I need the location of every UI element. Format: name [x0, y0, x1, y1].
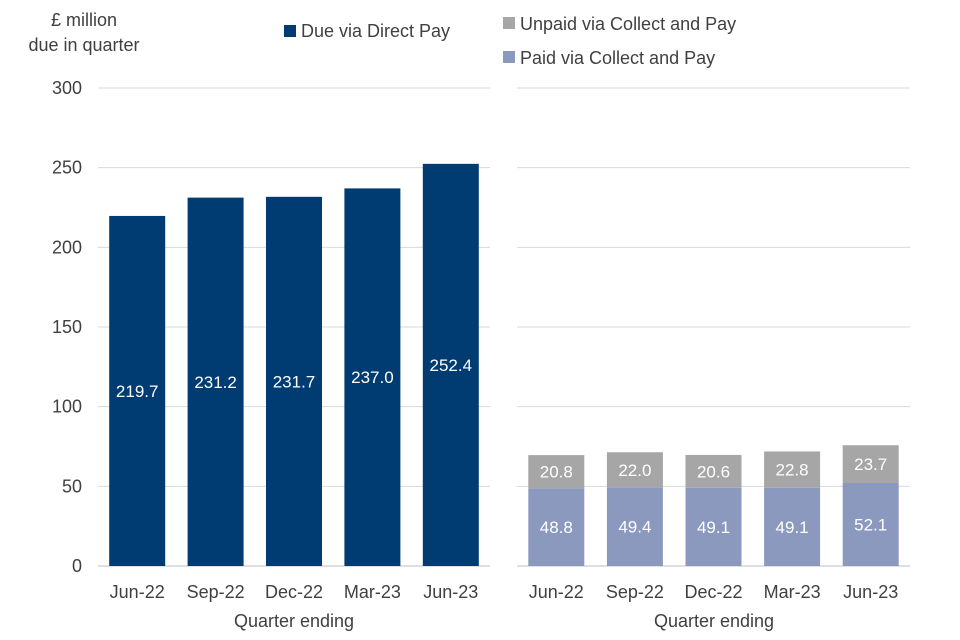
- data-label-direct-pay: 231.2: [194, 373, 237, 392]
- x-tick-label-left: Mar-23: [344, 582, 401, 602]
- data-label-direct-pay: 231.7: [273, 372, 316, 391]
- y-tick-label: 300: [52, 78, 82, 98]
- x-tick-label-right: Jun-23: [843, 582, 898, 602]
- data-label-paid-collect-pay: 49.4: [618, 518, 651, 537]
- y-axis-title-line1: £ million: [51, 10, 117, 30]
- y-tick-label: 0: [72, 556, 82, 576]
- bar-unpaid-collect-pay: [842, 445, 899, 483]
- x-tick-label-left: Dec-22: [265, 582, 323, 602]
- data-label-paid-collect-pay: 49.1: [697, 518, 730, 537]
- y-axis-title-line2: due in quarter: [28, 35, 139, 55]
- bar-paid-collect-pay: [764, 487, 821, 566]
- bar-paid-collect-pay: [606, 487, 663, 566]
- tick-labels: 0 50 100 150 200 250 300 Jun-22 Sep-22 Dec-22 Mar-…: [52, 78, 898, 602]
- legend-label-unpaid-collect-pay: Unpaid via Collect and Pay: [520, 14, 736, 34]
- data-label-paid-collect-pay: 52.1: [854, 515, 887, 534]
- legend: Due via Direct Pay Unpaid via Collect an…: [284, 14, 736, 68]
- data-labels: 219.7 231.2 231.7 237.0 252.4 48.8 20.8 49.4 22.…: [116, 356, 887, 537]
- bar-unpaid-collect-pay: [528, 455, 585, 489]
- data-label-unpaid-collect-pay: 22.8: [776, 461, 809, 480]
- x-tick-label-left: Sep-22: [187, 582, 245, 602]
- x-axis-title-right: Quarter ending: [654, 611, 774, 631]
- bar-paid-collect-pay: [685, 487, 742, 566]
- legend-label-paid-collect-pay: Paid via Collect and Pay: [520, 48, 715, 68]
- bar-paid-collect-pay: [528, 488, 585, 566]
- data-label-paid-collect-pay: 49.1: [776, 518, 809, 537]
- bar-direct-pay: [109, 215, 166, 566]
- bar-unpaid-collect-pay: [764, 451, 821, 488]
- x-tick-label-right: Jun-22: [529, 582, 584, 602]
- data-label-unpaid-collect-pay: 23.7: [854, 455, 887, 474]
- bar-direct-pay: [344, 188, 401, 566]
- data-label-direct-pay: 219.7: [116, 382, 159, 401]
- bar-direct-pay: [422, 163, 479, 567]
- bars: [109, 163, 899, 567]
- legend-swatch-paid-collect-pay: [503, 51, 515, 63]
- data-label-unpaid-collect-pay: 20.6: [697, 462, 730, 481]
- data-label-unpaid-collect-pay: 20.8: [540, 463, 573, 482]
- bar-unpaid-collect-pay: [685, 454, 742, 488]
- y-tick-label: 100: [52, 397, 82, 417]
- y-tick-label: 200: [52, 237, 82, 257]
- data-label-unpaid-collect-pay: 22.0: [618, 461, 651, 480]
- legend-label-direct-pay: Due via Direct Pay: [301, 21, 450, 41]
- x-tick-label-right: Dec-22: [684, 582, 742, 602]
- x-tick-label-right: Mar-23: [764, 582, 821, 602]
- y-tick-label: 250: [52, 158, 82, 178]
- legend-swatch-unpaid-collect-pay: [503, 17, 515, 29]
- data-label-paid-collect-pay: 48.8: [540, 518, 573, 537]
- x-tick-label-right: Sep-22: [606, 582, 664, 602]
- data-label-direct-pay: 237.0: [351, 368, 394, 387]
- bar-direct-pay: [187, 197, 244, 566]
- legend-swatch-direct-pay: [284, 25, 296, 37]
- y-tick-label: 150: [52, 317, 82, 337]
- bar-direct-pay: [266, 196, 322, 567]
- x-axis-title-left: Quarter ending: [234, 611, 354, 631]
- x-tick-label-left: Jun-22: [110, 582, 165, 602]
- data-label-direct-pay: 252.4: [430, 356, 473, 375]
- bar-unpaid-collect-pay: [606, 452, 663, 488]
- x-tick-label-left: Jun-23: [423, 582, 478, 602]
- y-tick-label: 50: [62, 476, 82, 496]
- bar-paid-collect-pay: [842, 482, 899, 566]
